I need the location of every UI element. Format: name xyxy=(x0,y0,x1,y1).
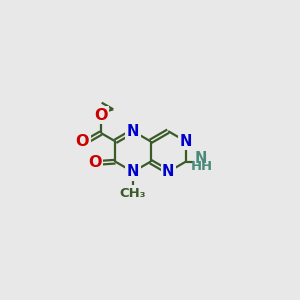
Text: H: H xyxy=(200,160,211,173)
Text: N: N xyxy=(195,152,207,166)
Text: N: N xyxy=(180,134,192,149)
Text: N: N xyxy=(127,124,139,139)
Text: N: N xyxy=(127,164,139,179)
Text: O: O xyxy=(88,155,101,170)
Text: CH₃: CH₃ xyxy=(120,187,146,200)
Text: H: H xyxy=(191,160,202,173)
Text: N: N xyxy=(162,164,174,179)
Text: O: O xyxy=(94,108,108,123)
Text: O: O xyxy=(76,134,89,149)
